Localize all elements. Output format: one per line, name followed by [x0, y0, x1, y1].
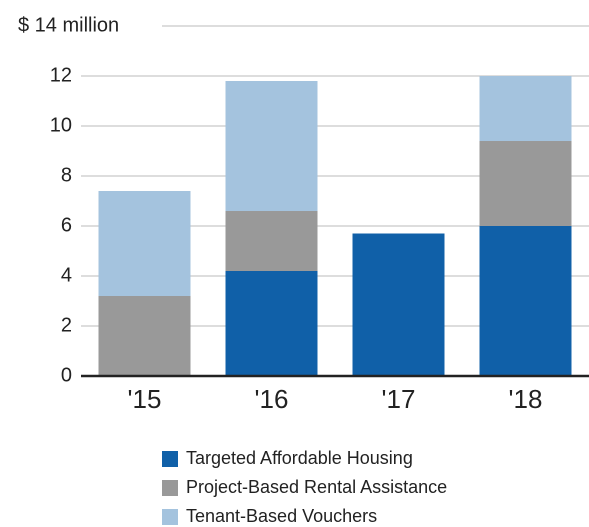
y-tick-label: 2: [61, 314, 72, 336]
bar-segment: [352, 233, 445, 376]
y-axis-unit-label: $ 14 million: [18, 14, 119, 36]
bar-segment: [225, 81, 318, 211]
bar-segment: [225, 211, 318, 271]
legend-swatch: [162, 480, 178, 496]
bar-segment: [479, 226, 572, 376]
y-tick-label: 8: [61, 164, 72, 186]
legend-label: Project-Based Rental Assistance: [186, 477, 447, 497]
legend-swatch: [162, 451, 178, 467]
bar-segment: [98, 191, 191, 296]
y-tick-label: 0: [61, 364, 72, 386]
y-tick-label: 4: [61, 264, 72, 286]
y-tick-label: 10: [50, 114, 72, 136]
legend-label: Targeted Affordable Housing: [186, 448, 413, 468]
x-tick-label: '17: [382, 384, 416, 414]
bar-segment: [98, 296, 191, 376]
x-tick-label: '18: [509, 384, 543, 414]
y-tick-label: 12: [50, 64, 72, 86]
bar-segment: [479, 141, 572, 226]
bar-segment: [225, 271, 318, 376]
y-tick-label: 6: [61, 214, 72, 236]
legend-swatch: [162, 509, 178, 525]
x-tick-label: '15: [128, 384, 162, 414]
legend-label: Tenant-Based Vouchers: [186, 506, 377, 526]
bar-segment: [479, 76, 572, 141]
x-tick-label: '16: [255, 384, 289, 414]
